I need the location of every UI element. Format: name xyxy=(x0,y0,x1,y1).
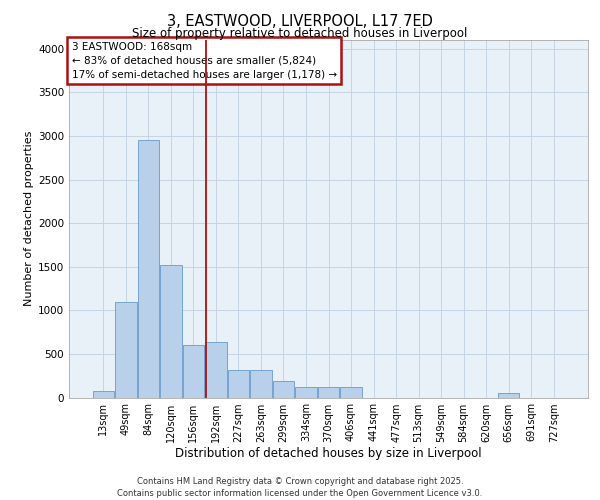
Bar xyxy=(340,388,362,398)
Text: 3, EASTWOOD, LIVERPOOL, L17 7ED: 3, EASTWOOD, LIVERPOOL, L17 7ED xyxy=(167,14,433,29)
Bar xyxy=(250,370,272,398)
Bar xyxy=(137,140,159,398)
Bar xyxy=(228,370,249,398)
Bar xyxy=(295,387,317,398)
Text: Contains HM Land Registry data © Crown copyright and database right 2025.
Contai: Contains HM Land Registry data © Crown c… xyxy=(118,476,482,498)
Bar xyxy=(160,265,182,398)
Bar xyxy=(115,302,137,398)
Bar xyxy=(92,391,114,398)
Bar xyxy=(498,393,520,398)
Bar xyxy=(182,345,204,398)
Y-axis label: Number of detached properties: Number of detached properties xyxy=(24,131,34,306)
Text: Size of property relative to detached houses in Liverpool: Size of property relative to detached ho… xyxy=(133,28,467,40)
Bar xyxy=(273,382,294,398)
X-axis label: Distribution of detached houses by size in Liverpool: Distribution of detached houses by size … xyxy=(175,448,482,460)
Text: 3 EASTWOOD: 168sqm
← 83% of detached houses are smaller (5,824)
17% of semi-deta: 3 EASTWOOD: 168sqm ← 83% of detached hou… xyxy=(71,42,337,80)
Bar xyxy=(205,342,227,398)
Bar xyxy=(318,388,339,398)
